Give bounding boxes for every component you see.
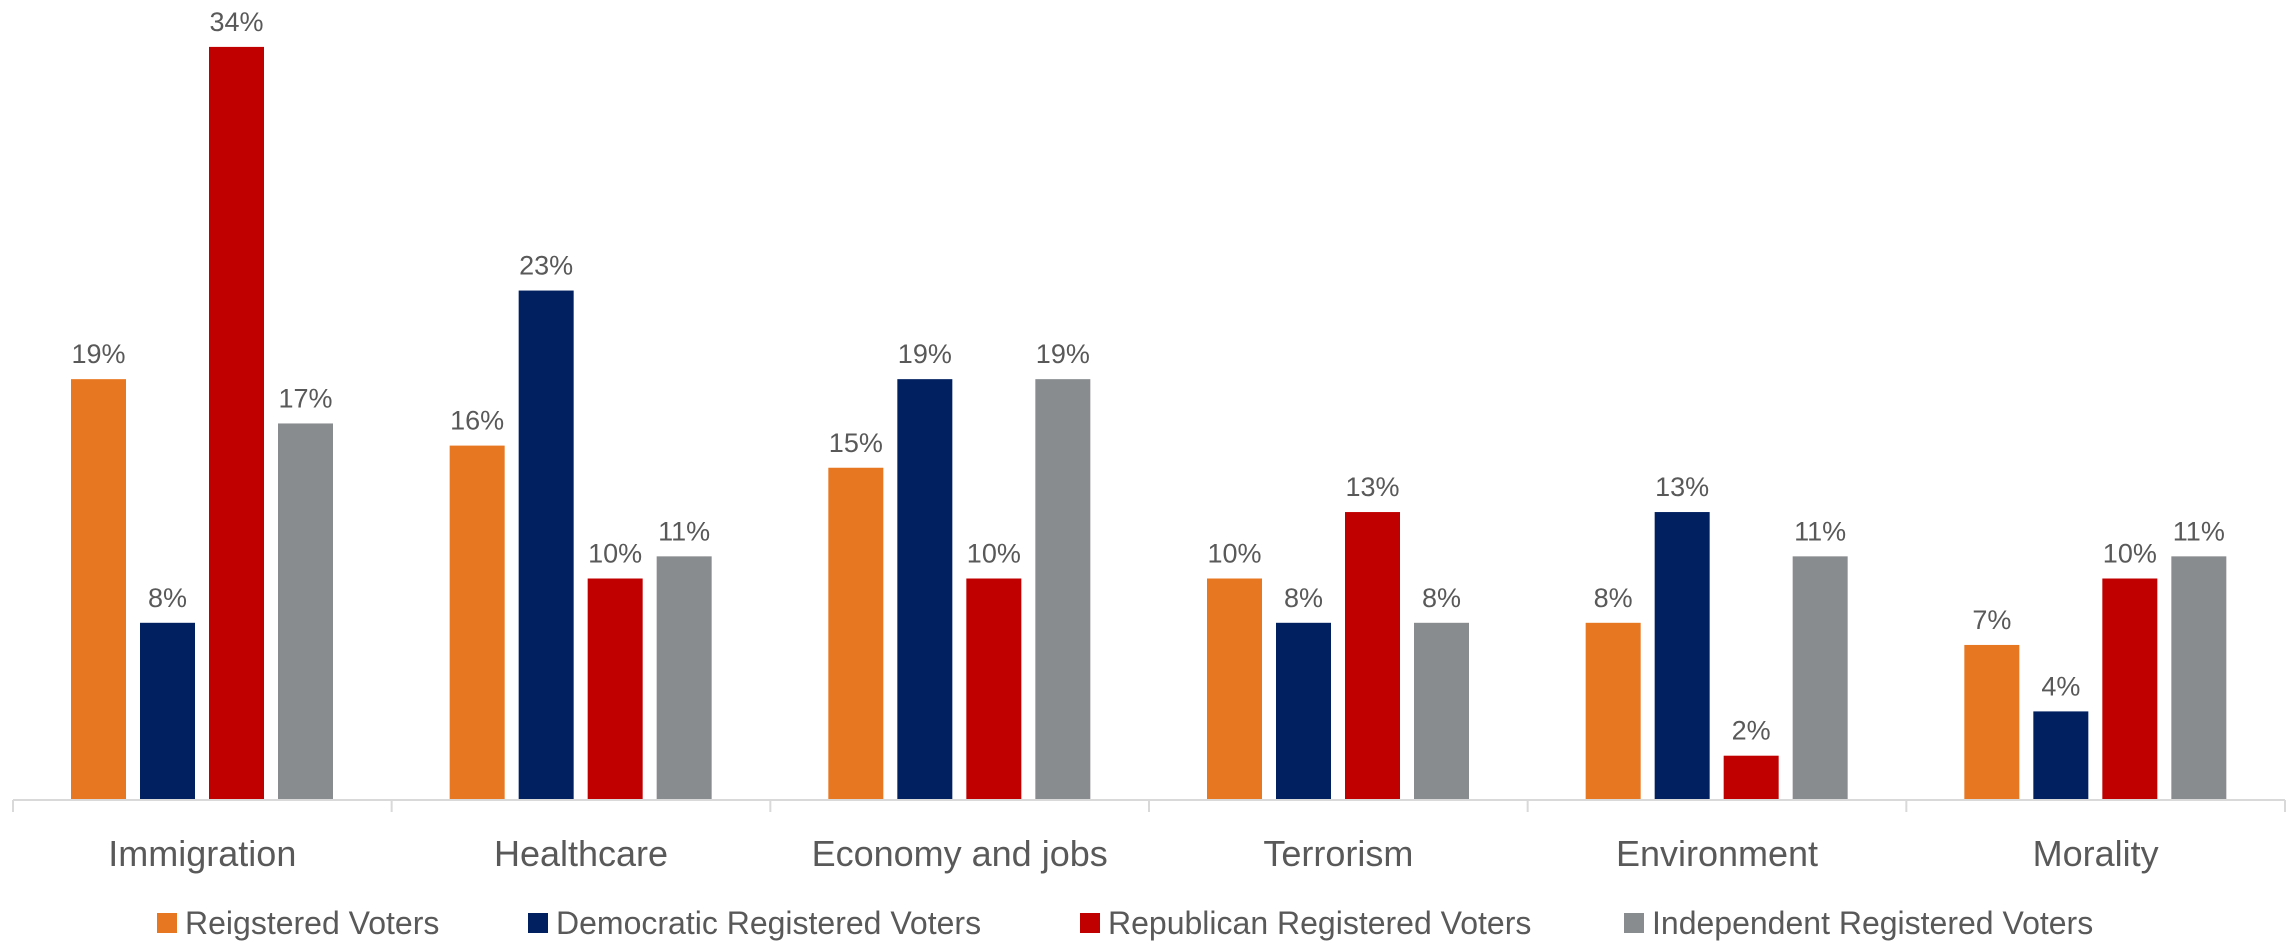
legend-label-reigstered-voters: Reigstered Voters [185,905,439,941]
bar-terrorism-democratic-registered-voters [1276,622,1331,800]
category-label-morality: Morality [2033,833,2159,874]
value-label-environment-democratic-registered-voters: 13% [1655,472,1709,502]
bar-economy-and-jobs-independent-registered-voters [1035,379,1091,800]
value-label-healthcare-reigstered-voters: 16% [450,406,504,436]
bar-environment-republican-registered-voters [1723,755,1779,800]
bar-economy-and-jobs-reigstered-voters [828,467,884,800]
value-label-economy-and-jobs-democratic-registered-voters: 19% [898,339,952,369]
bar-economy-and-jobs-republican-registered-voters [966,578,1022,800]
bar-healthcare-reigstered-voters [449,445,505,800]
bar-healthcare-independent-registered-voters [656,556,712,800]
bar-immigration-republican-registered-voters [209,46,264,800]
legend: Reigstered Voters Democratic Registered V… [157,905,2093,941]
value-label-immigration-independent-registered-voters: 17% [278,383,332,413]
bar-environment-independent-registered-voters [1792,556,1848,800]
bar-healthcare-democratic-registered-voters [518,290,574,800]
category-label-economy-and-jobs: Economy and jobs [812,833,1108,874]
value-label-immigration-republican-registered-voters: 34% [209,7,263,37]
bar-immigration-reigstered-voters [71,379,126,800]
legend-label-democratic-registered-voters: Democratic Registered Voters [556,905,981,941]
category-label-terrorism: Terrorism [1263,833,1413,874]
value-label-terrorism-reigstered-voters: 10% [1207,539,1261,569]
value-label-morality-democratic-registered-voters: 4% [2041,671,2080,701]
bars-layer [71,46,2227,800]
bar-morality-reigstered-voters [1964,644,2020,800]
legend-label-republican-registered-voters: Republican Registered Voters [1108,905,1531,941]
value-label-environment-republican-registered-voters: 2% [1732,716,1771,746]
bar-terrorism-independent-registered-voters [1414,622,1469,800]
bar-immigration-democratic-registered-voters [140,622,195,800]
category-labels-layer: Immigration Healthcare Economy and jobs Ter… [108,833,2158,874]
legend-label-independent-registered-voters: Independent Registered Voters [1652,905,2093,941]
bar-morality-democratic-registered-voters [2033,711,2089,800]
value-label-healthcare-democratic-registered-voters: 23% [519,251,573,281]
legend-swatch-reigstered-voters [157,913,177,933]
value-label-environment-reigstered-voters: 8% [1594,583,1633,613]
value-label-terrorism-independent-registered-voters: 8% [1422,583,1461,613]
bar-economy-and-jobs-democratic-registered-voters [897,379,953,800]
value-label-immigration-democratic-registered-voters: 8% [148,583,187,613]
value-label-immigration-reigstered-voters: 19% [71,339,125,369]
category-label-immigration: Immigration [108,833,296,874]
value-labels-layer: 19% 8% 34% 17% 16% 23% 10% 11% 15% 19% 10% 19% 10% 8%… [71,7,2224,746]
category-label-environment: Environment [1616,833,1818,874]
value-label-terrorism-republican-registered-voters: 13% [1345,472,1399,502]
value-label-economy-and-jobs-reigstered-voters: 15% [829,428,883,458]
bar-immigration-independent-registered-voters [278,423,333,800]
bar-healthcare-republican-registered-voters [587,578,643,800]
bar-terrorism-reigstered-voters [1207,578,1262,800]
value-label-morality-republican-registered-voters: 10% [2103,539,2157,569]
category-label-healthcare: Healthcare [494,833,668,874]
value-label-environment-independent-registered-voters: 11% [1794,516,1846,546]
value-label-terrorism-democratic-registered-voters: 8% [1284,583,1323,613]
value-label-economy-and-jobs-independent-registered-voters: 19% [1036,339,1090,369]
value-label-morality-reigstered-voters: 7% [1972,605,2011,635]
legend-swatch-republican-registered-voters [1080,913,1100,933]
value-label-economy-and-jobs-republican-registered-voters: 10% [967,539,1021,569]
x-axis-ticks [12,800,2286,812]
bar-environment-democratic-registered-voters [1654,512,1710,800]
bar-morality-independent-registered-voters [2171,556,2227,800]
legend-swatch-independent-registered-voters [1624,913,1644,933]
bar-morality-republican-registered-voters [2102,578,2158,800]
legend-swatch-democratic-registered-voters [528,913,548,933]
value-label-healthcare-independent-registered-voters: 11% [658,516,710,546]
bar-terrorism-republican-registered-voters [1345,512,1400,800]
bar-environment-reigstered-voters [1585,622,1641,800]
value-label-morality-independent-registered-voters: 11% [2173,516,2225,546]
value-label-healthcare-republican-registered-voters: 10% [588,539,642,569]
